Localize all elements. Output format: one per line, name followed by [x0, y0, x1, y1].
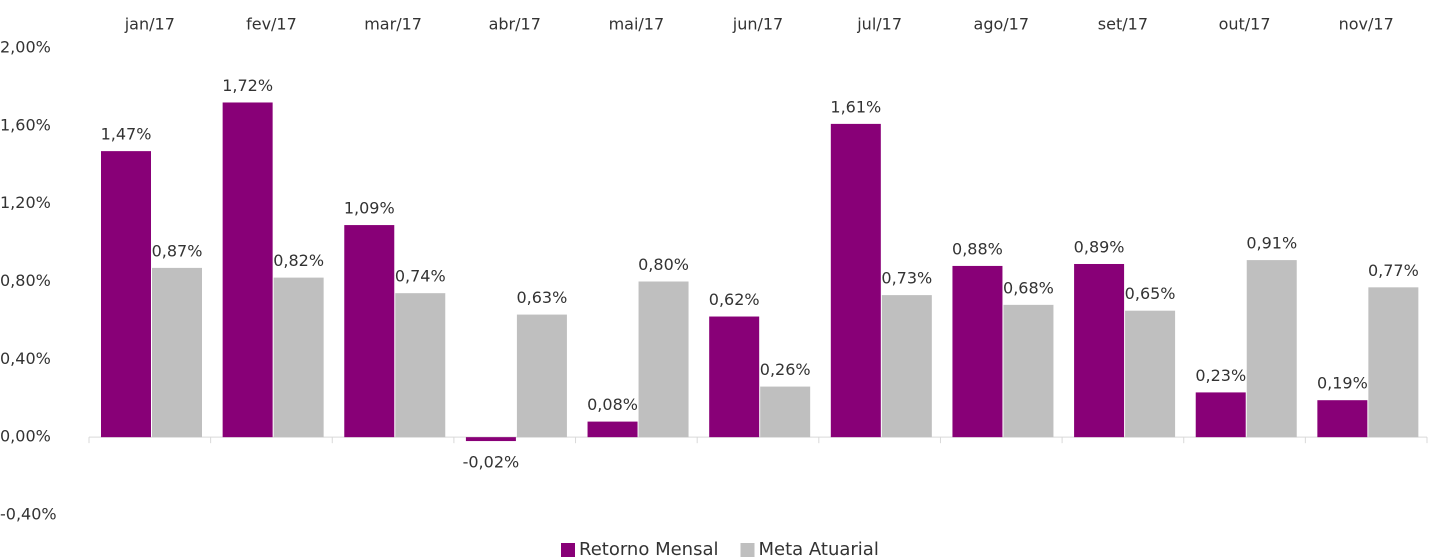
legend-swatch — [740, 543, 755, 557]
data-label: 0,26% — [760, 360, 811, 379]
y-tick-label: 0,80% — [0, 271, 51, 290]
bar — [1195, 392, 1246, 438]
data-label: 0,73% — [881, 269, 932, 288]
bar — [587, 421, 638, 438]
data-label: 0,65% — [1125, 284, 1176, 303]
y-tick-label: 1,20% — [0, 193, 51, 212]
data-label: 1,61% — [830, 97, 881, 116]
bar — [1074, 263, 1125, 438]
data-label: -0,02% — [463, 453, 520, 472]
data-label: 0,62% — [709, 290, 760, 309]
bar — [152, 267, 202, 438]
data-label: 0,89% — [1074, 237, 1125, 256]
x-tick-label: mai/17 — [609, 15, 665, 34]
data-label: 0,82% — [273, 251, 324, 270]
y-tick-label: 2,00% — [0, 38, 51, 57]
x-tick-label: jul/17 — [856, 15, 902, 34]
bar — [638, 281, 689, 438]
data-label: 0,23% — [1195, 366, 1246, 385]
x-tick-label: out/17 — [1219, 15, 1271, 34]
data-label: 0,88% — [952, 239, 1003, 258]
legend-label: Retorno Mensal — [579, 539, 719, 560]
data-label: 1,72% — [222, 76, 273, 95]
bar — [344, 225, 395, 438]
x-tick-label: jan/17 — [124, 15, 175, 34]
bar — [1246, 260, 1297, 438]
legend-label: Meta Atuarial — [759, 539, 879, 560]
y-tick-label: -0,40% — [0, 505, 57, 524]
bar — [101, 151, 151, 438]
bar — [222, 102, 273, 438]
bar — [1368, 287, 1419, 438]
data-label: 0,80% — [638, 255, 689, 274]
legend-swatch — [561, 543, 575, 557]
y-tick-label: 0,00% — [0, 427, 51, 446]
bar — [760, 386, 811, 438]
x-tick-label: mar/17 — [364, 15, 422, 34]
x-tick-label: fev/17 — [246, 15, 297, 34]
bar — [516, 314, 567, 438]
y-tick-label: 1,60% — [0, 115, 51, 134]
bar — [1317, 400, 1368, 438]
data-label: 0,91% — [1246, 234, 1297, 253]
data-label: 0,74% — [395, 267, 446, 286]
x-tick-label: nov/17 — [1339, 15, 1394, 34]
bar — [1125, 310, 1176, 438]
x-tick-label: set/17 — [1098, 15, 1148, 34]
data-label: 0,87% — [152, 241, 203, 260]
x-tick-label: abr/17 — [489, 15, 541, 34]
bar — [952, 265, 1003, 438]
data-label: 0,68% — [1003, 278, 1054, 297]
bar — [1003, 304, 1054, 438]
data-label: 0,63% — [516, 288, 567, 307]
x-tick-label: ago/17 — [974, 15, 1030, 34]
y-tick-label: 0,40% — [0, 349, 51, 368]
bar — [830, 123, 881, 438]
data-label: 1,09% — [344, 199, 395, 218]
data-label: 0,77% — [1368, 261, 1419, 280]
bar — [881, 295, 932, 438]
bar — [395, 293, 446, 438]
data-label: 0,08% — [587, 395, 638, 414]
data-label: 1,47% — [101, 125, 152, 144]
x-tick-label: jun/17 — [732, 15, 783, 34]
data-label: 0,19% — [1317, 374, 1368, 393]
bar — [709, 316, 760, 438]
bar — [465, 437, 516, 442]
bar — [273, 277, 324, 438]
